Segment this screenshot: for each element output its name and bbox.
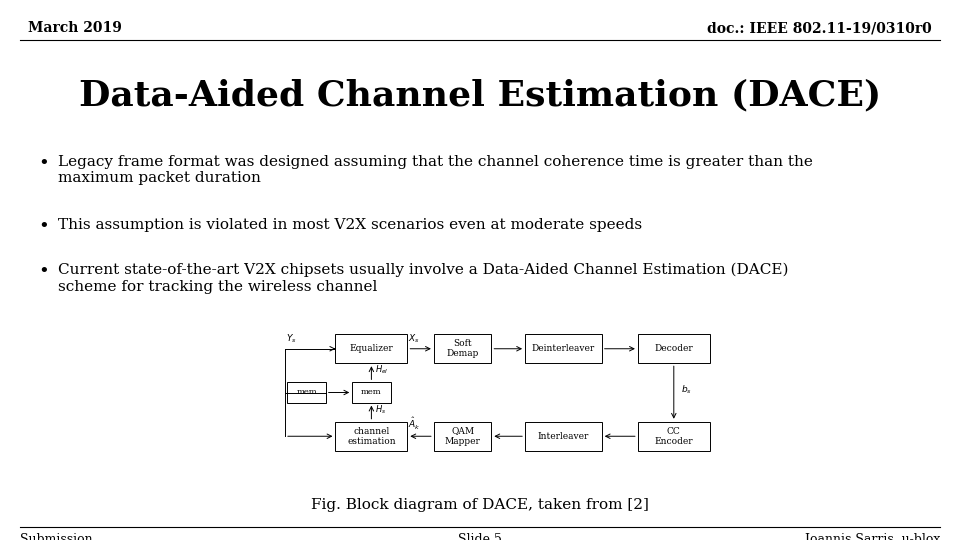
FancyBboxPatch shape — [335, 422, 407, 451]
Text: This assumption is violated in most V2X scenarios even at moderate speeds: This assumption is violated in most V2X … — [58, 218, 642, 232]
Text: mem: mem — [361, 388, 382, 396]
Text: $Y_s$: $Y_s$ — [286, 333, 297, 345]
Text: $X_s$: $X_s$ — [408, 333, 420, 345]
Text: Soft
Demap: Soft Demap — [446, 339, 479, 359]
Text: Decoder: Decoder — [655, 345, 693, 353]
Text: •: • — [38, 155, 49, 173]
Text: March 2019: March 2019 — [28, 21, 122, 35]
Text: $b_s$: $b_s$ — [681, 383, 692, 396]
Text: Ioannis Sarris, u-blox: Ioannis Sarris, u-blox — [804, 533, 940, 540]
Text: Submission: Submission — [20, 533, 92, 540]
FancyBboxPatch shape — [335, 334, 407, 363]
Text: $\hat{A}_k$: $\hat{A}_k$ — [408, 415, 421, 431]
FancyBboxPatch shape — [434, 334, 492, 363]
Text: Data-Aided Channel Estimation (DACE): Data-Aided Channel Estimation (DACE) — [79, 78, 881, 112]
Text: Deinterleaver: Deinterleaver — [532, 345, 595, 353]
FancyBboxPatch shape — [352, 382, 391, 403]
Text: Slide 5: Slide 5 — [458, 533, 502, 540]
Text: CC
Encoder: CC Encoder — [655, 427, 693, 446]
Text: Fig. Block diagram of DACE, taken from [2]: Fig. Block diagram of DACE, taken from [… — [311, 498, 649, 512]
FancyBboxPatch shape — [287, 382, 325, 403]
Text: Current state-of-the-art V2X chipsets usually involve a Data-Aided Channel Estim: Current state-of-the-art V2X chipsets us… — [58, 263, 788, 294]
FancyBboxPatch shape — [525, 422, 602, 451]
Text: $H_s$: $H_s$ — [375, 404, 387, 416]
Text: channel
estimation: channel estimation — [348, 427, 396, 446]
Text: $H_{el}$: $H_{el}$ — [375, 363, 389, 376]
Text: •: • — [38, 263, 49, 281]
FancyBboxPatch shape — [525, 334, 602, 363]
Text: Equalizer: Equalizer — [349, 345, 394, 353]
FancyBboxPatch shape — [434, 422, 492, 451]
FancyBboxPatch shape — [637, 334, 709, 363]
FancyBboxPatch shape — [637, 422, 709, 451]
Text: QAM
Mapper: QAM Mapper — [444, 427, 481, 446]
Text: mem: mem — [297, 388, 317, 396]
Text: Legacy frame format was designed assuming that the channel coherence time is gre: Legacy frame format was designed assumin… — [58, 155, 813, 185]
Text: doc.: IEEE 802.11-19/0310r0: doc.: IEEE 802.11-19/0310r0 — [708, 21, 932, 35]
Text: Interleaver: Interleaver — [538, 432, 589, 441]
Text: •: • — [38, 218, 49, 236]
